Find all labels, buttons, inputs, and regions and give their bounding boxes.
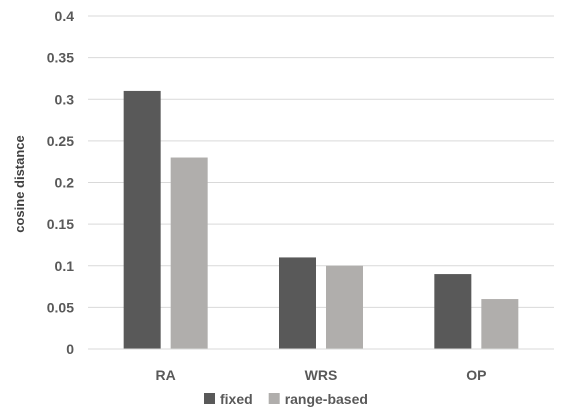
x-axis-categories: RA WRS OP: [156, 367, 487, 383]
y-axis-title: cosine distance: [12, 135, 27, 233]
bar-fixed-ra: [123, 90, 161, 350]
y-tick-label: 0.05: [47, 299, 74, 315]
legend-swatch-range-based: [268, 393, 280, 404]
x-category-label: OP: [466, 367, 486, 383]
y-tick-label: 0.1: [55, 258, 75, 274]
legend: fixed range-based: [204, 391, 368, 407]
bar-range-based-ra: [170, 157, 208, 349]
y-tick-label: 0.3: [55, 91, 75, 107]
y-tick-label: 0: [66, 341, 74, 357]
y-tick-label: 0.35: [47, 50, 74, 66]
bar-fixed-wrs: [279, 257, 316, 349]
bars: [123, 90, 519, 350]
y-tick-label: 0.25: [47, 133, 74, 149]
y-tick-label: 0.2: [55, 175, 75, 191]
legend-swatch-fixed: [204, 393, 215, 404]
y-tick-label: 0.15: [47, 216, 74, 232]
x-category-label: WRS: [305, 367, 338, 383]
y-tick-label: 0.4: [55, 8, 75, 24]
bar-range-based-wrs: [326, 265, 363, 349]
legend-label-range-based: range-based: [285, 391, 368, 407]
x-category-label: RA: [156, 367, 176, 383]
gridlines: [88, 15, 554, 308]
bar-range-based-op: [481, 299, 519, 349]
y-axis-ticks: 0 0.05 0.1 0.15 0.2 0.25 0.3 0.35 0.4: [47, 8, 74, 357]
legend-label-fixed: fixed: [220, 391, 253, 407]
bar-fixed-op: [434, 274, 472, 349]
